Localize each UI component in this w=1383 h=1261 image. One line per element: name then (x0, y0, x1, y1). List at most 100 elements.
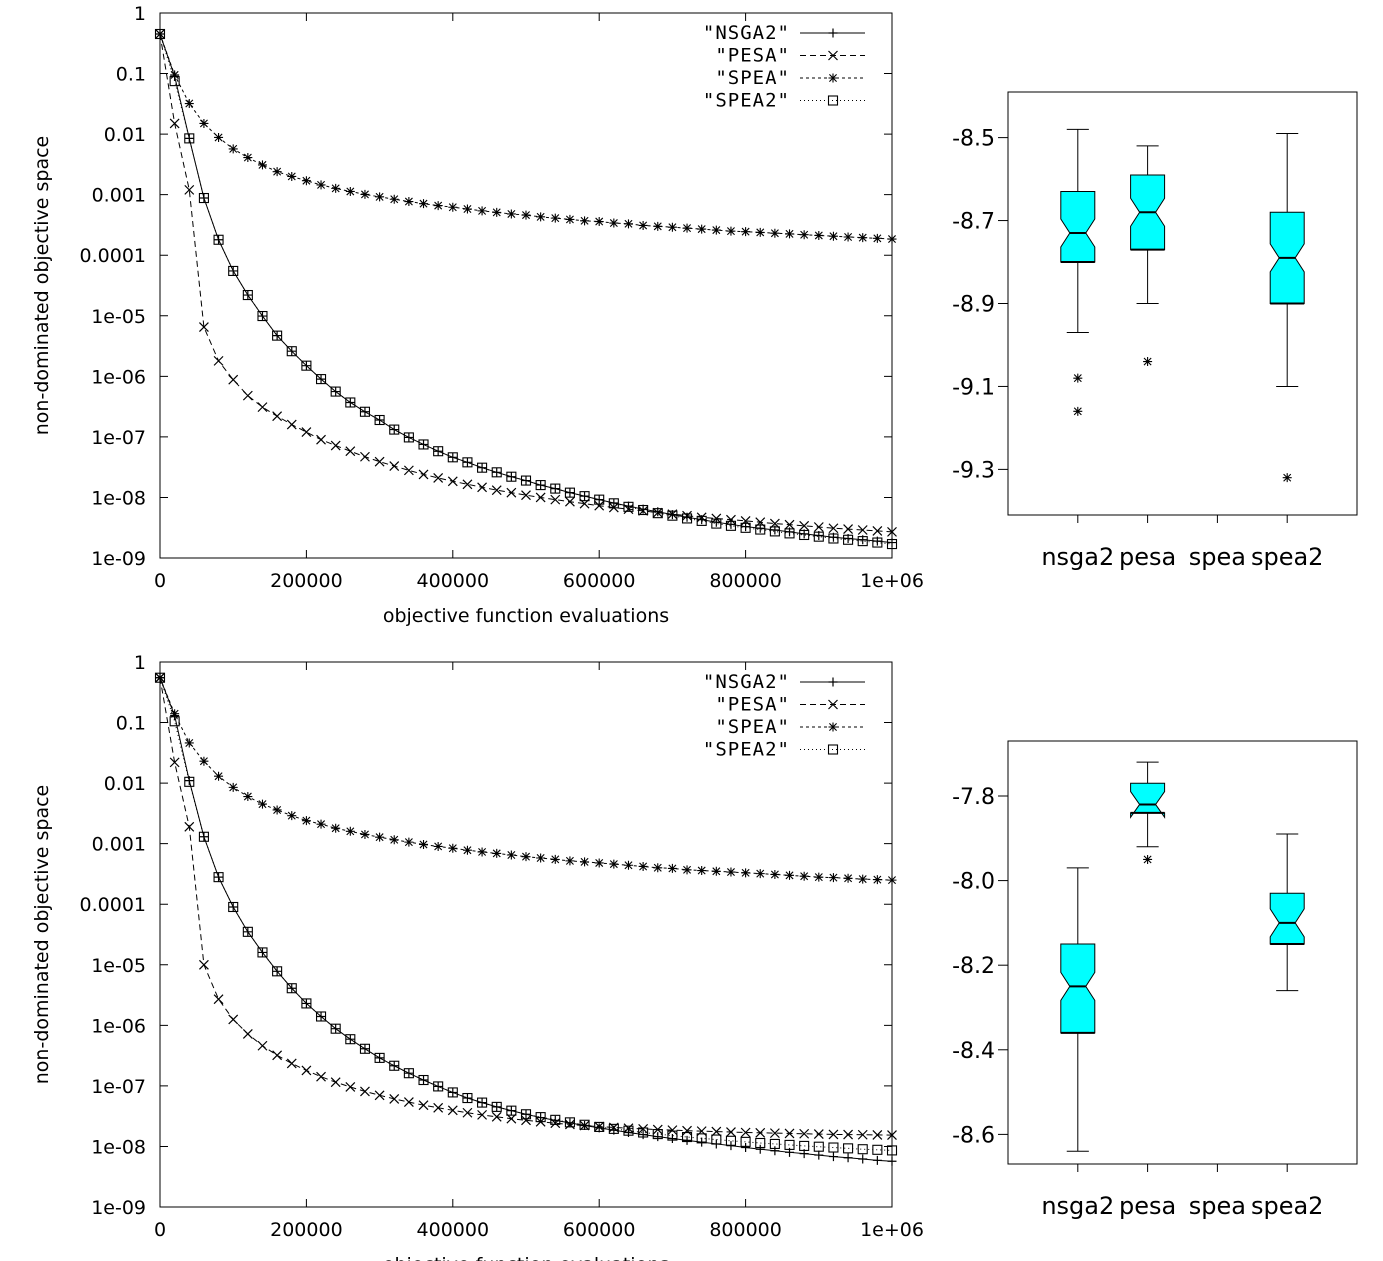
marker-cross (828, 50, 838, 61)
marker-cross (564, 1119, 575, 1130)
marker-cross (418, 1100, 429, 1111)
marker-star (257, 799, 267, 809)
box-body (1269, 892, 1305, 945)
marker-star (623, 219, 633, 229)
marker-square (667, 1130, 678, 1141)
marker-star (741, 868, 751, 878)
marker-plus (199, 193, 209, 203)
marker-plus (272, 331, 282, 341)
marker-square (843, 1143, 854, 1154)
marker-square (315, 1011, 327, 1022)
y-tick-label: -8.5 (952, 127, 995, 152)
x-tick-label: 400000 (417, 570, 490, 592)
legend-entry: "SPEA" (715, 716, 865, 738)
marker-star (653, 863, 663, 873)
x-tick-label: 1e+06 (860, 570, 924, 592)
marker-cross (857, 525, 868, 535)
marker-star (1073, 406, 1083, 416)
marker-star (887, 875, 897, 885)
marker-cross (345, 446, 356, 457)
marker-plus (345, 397, 355, 407)
marker-square (491, 467, 502, 478)
marker-star (682, 865, 692, 875)
marker-star (594, 858, 604, 868)
marker-star (828, 231, 838, 241)
y-tick-label: 1e-05 (91, 955, 146, 977)
marker-star (609, 218, 619, 228)
marker-square (652, 1129, 663, 1140)
category-label: spea (1189, 543, 1246, 571)
x-tick-label: 1e+06 (860, 1219, 924, 1241)
y-tick-label: 1 (134, 3, 146, 25)
marker-cross (433, 1102, 444, 1113)
marker-star (301, 176, 311, 186)
marker-square (477, 1097, 488, 1108)
marker-star (843, 873, 853, 883)
marker-plus (375, 1053, 385, 1063)
marker-star (477, 847, 487, 857)
marker-star (360, 189, 370, 199)
x-axis-label: objective function evaluations (383, 1254, 669, 1261)
marker-star (506, 850, 516, 860)
marker-cross (872, 525, 883, 536)
marker-plus (287, 983, 297, 993)
marker-star (755, 227, 765, 237)
y-axis-label: non-dominated objective space (31, 136, 53, 436)
marker-cross (228, 1014, 239, 1025)
marker-cross (638, 1123, 649, 1134)
marker-square (506, 1105, 517, 1116)
marker-cross (447, 476, 458, 487)
marker-square (828, 533, 839, 544)
series-2 (155, 673, 897, 885)
marker-plus (667, 1134, 677, 1144)
y-tick-label: 0.001 (92, 185, 146, 207)
legend-entry: "PESA" (715, 694, 865, 716)
marker-square (535, 1112, 546, 1123)
marker-plus (814, 1150, 824, 1160)
marker-plus (345, 1034, 355, 1044)
marker-square (520, 475, 532, 486)
box-spea2 (1269, 132, 1305, 483)
marker-plus (360, 407, 370, 417)
marker-cross (799, 1128, 810, 1139)
marker-square (623, 501, 634, 512)
legend-label: "NSGA2" (703, 671, 790, 693)
marker-cross (257, 402, 268, 413)
marker-star (828, 873, 838, 883)
marker-star (872, 875, 882, 885)
marker-cross (623, 1123, 634, 1134)
marker-star (565, 214, 575, 224)
marker-square (608, 1123, 619, 1134)
marker-plus (638, 1130, 648, 1140)
marker-square (447, 1087, 458, 1098)
marker-plus (872, 1155, 882, 1165)
y-tick-label: -9.1 (952, 375, 995, 400)
marker-square (813, 531, 824, 542)
y-tick-label: 0.0001 (80, 894, 146, 916)
marker-square (550, 483, 561, 494)
marker-star (521, 852, 531, 862)
marker-plus (448, 452, 458, 462)
marker-cross (828, 523, 839, 534)
marker-cross (301, 1065, 312, 1076)
marker-square (477, 462, 488, 473)
marker-star (638, 220, 648, 230)
marker-star (623, 860, 633, 870)
marker-square (564, 487, 575, 498)
marker-star (1143, 357, 1153, 367)
y-tick-label: 0.001 (92, 834, 146, 856)
marker-square (154, 28, 166, 40)
marker-star (389, 835, 399, 845)
marker-star (331, 823, 341, 833)
x-tick-label: 800000 (709, 570, 782, 592)
marker-cross (198, 959, 209, 970)
marker-cross (389, 1093, 400, 1104)
marker-cross (389, 461, 400, 471)
marker-cross (272, 1050, 283, 1061)
marker-square (286, 346, 297, 357)
marker-square (374, 1052, 385, 1063)
y-tick-label: -8.4 (952, 1039, 995, 1064)
marker-cross (242, 390, 253, 401)
marker-star (1282, 473, 1292, 483)
legend-entry: "NSGA2" (703, 22, 865, 44)
